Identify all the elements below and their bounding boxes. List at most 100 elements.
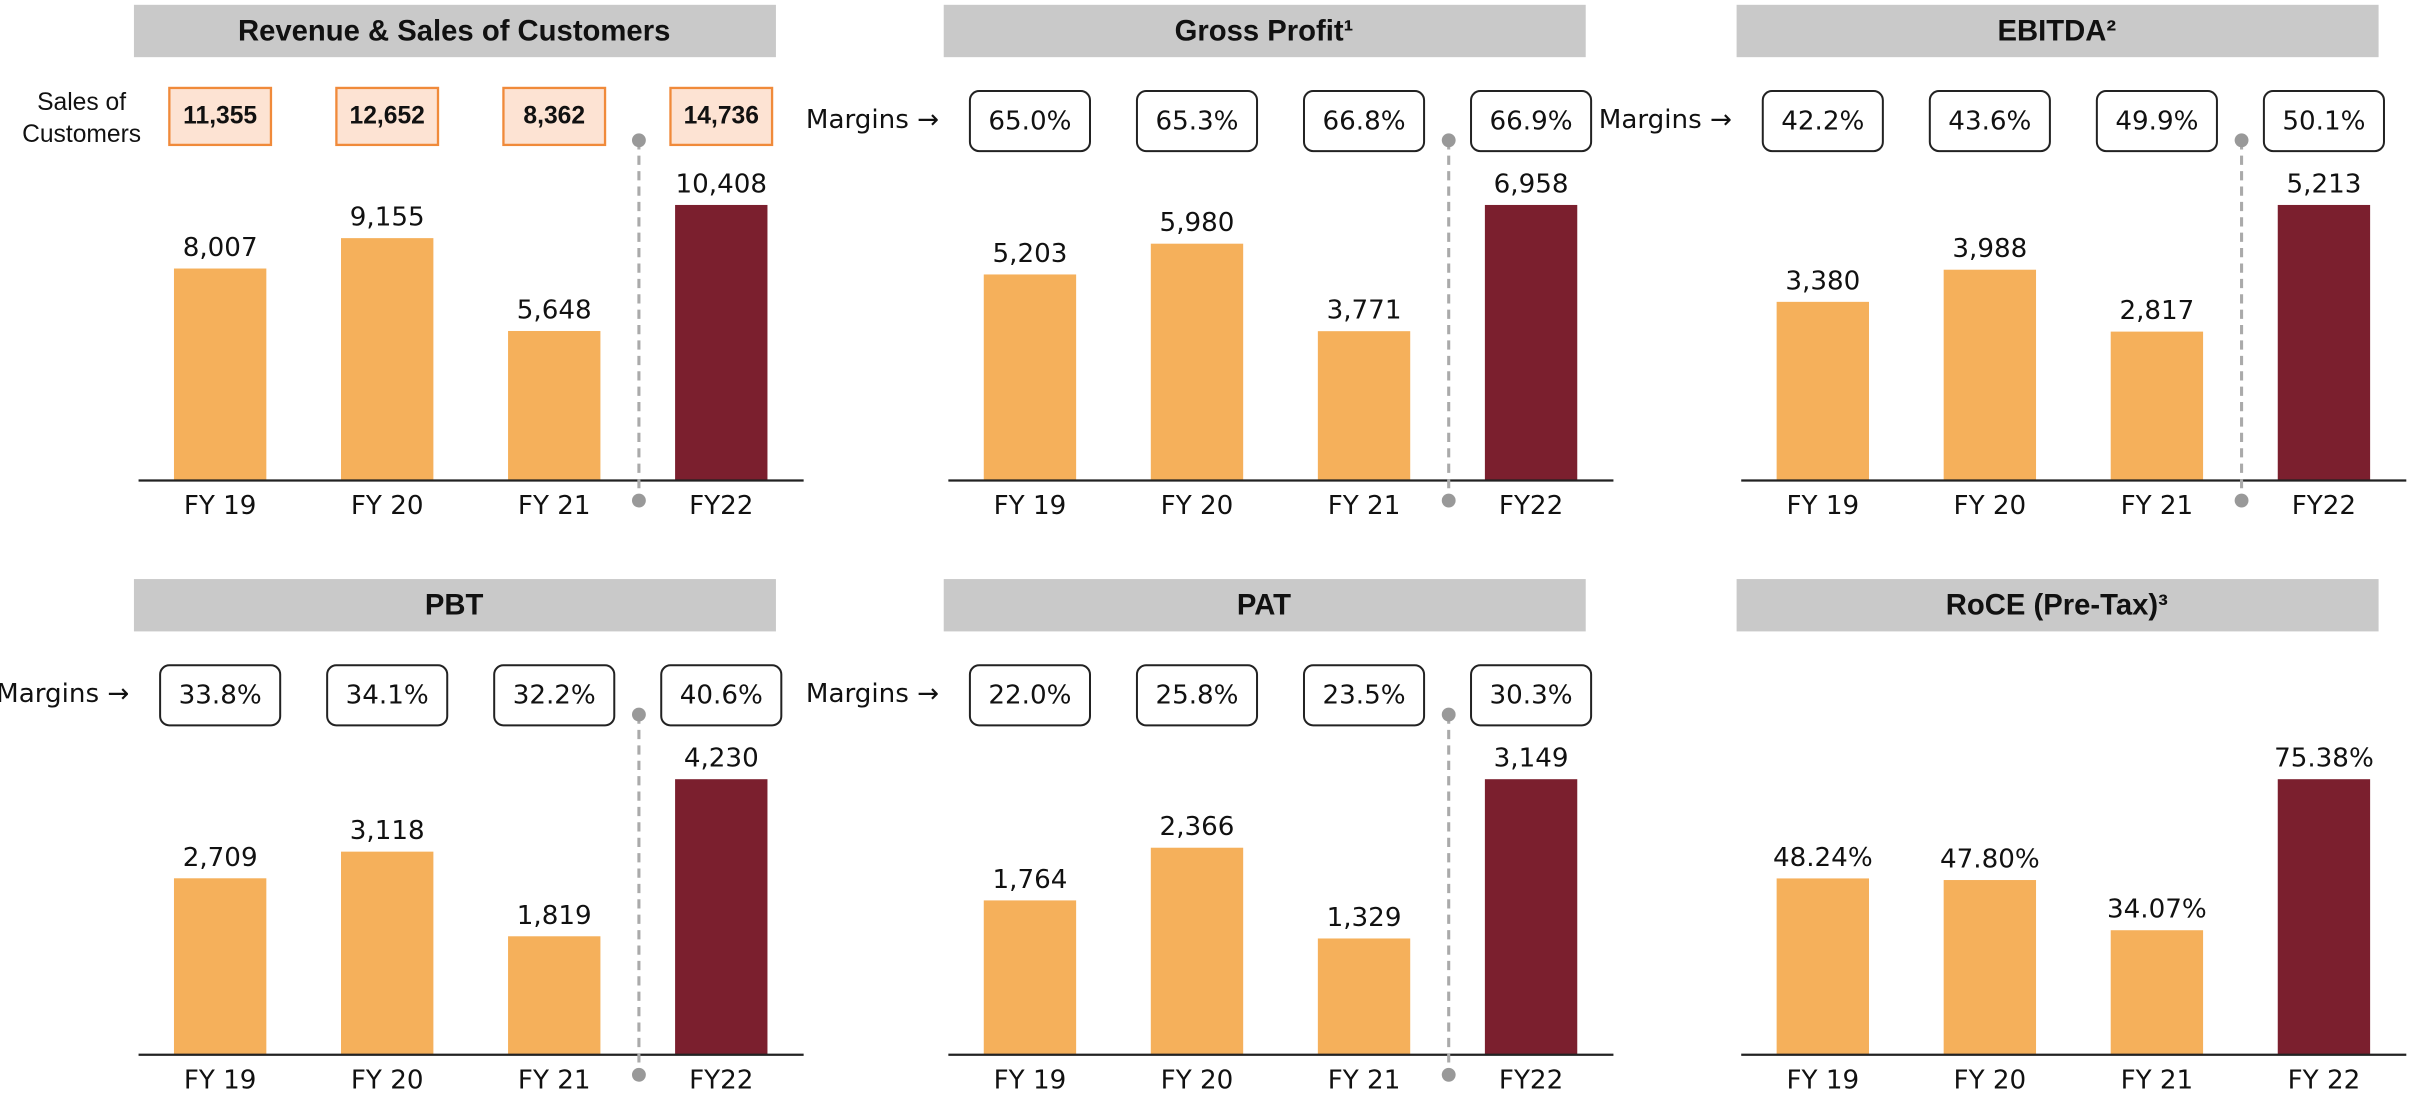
bar: [1776, 301, 1870, 481]
chart-panel: PBT 2,709 FY 19 3,118 FY 20 1,819 FY 21 4,230 FY…: [0, 579, 804, 1095]
margin-value: 42.2%: [1781, 106, 1864, 136]
divider-dot: [631, 707, 646, 722]
chart-title: PBT: [425, 590, 484, 622]
value-label: 4,230: [684, 744, 759, 774]
margin-box: [1928, 90, 2051, 153]
chart-panel: EBITDA² 3,380 FY 19 3,988 FY 20 2,817 FY 21 5,2…: [1599, 4, 2407, 521]
bar: [1484, 204, 1578, 481]
sales-label: Customers: [22, 121, 141, 148]
category-label: FY 20: [351, 491, 424, 521]
header-bg: [943, 579, 1586, 632]
bar: [508, 330, 601, 481]
category-label: FY 20: [351, 1065, 424, 1095]
value-label: 47.80%: [1940, 845, 2040, 875]
bar: [341, 238, 434, 481]
margin-box: [1135, 90, 1259, 153]
bar: [173, 878, 267, 1055]
bar: [1150, 243, 1244, 481]
value-label: 2,817: [2119, 296, 2194, 326]
value-label: 75.38%: [2274, 744, 2374, 774]
sales-box: [502, 86, 607, 147]
bar: [1317, 938, 1411, 1055]
margin-box: [1135, 664, 1259, 727]
margin-value: 66.9%: [1490, 106, 1573, 136]
category-label: FY 20: [1954, 1065, 2027, 1095]
value-label: 3,380: [1785, 266, 1860, 296]
category-label: FY22: [689, 1065, 753, 1095]
chart-title: RoCE (Pre-Tax)³: [1946, 590, 2168, 622]
bar: [1317, 331, 1411, 481]
value-label: 3,149: [1494, 744, 1569, 774]
bar: [2277, 204, 2371, 481]
chart-title: EBITDA²: [1998, 15, 2117, 47]
margin-value: 66.8%: [1322, 106, 1405, 136]
margin-box: [2262, 90, 2385, 153]
category-label: FY 19: [994, 491, 1067, 521]
divider-dot: [2234, 133, 2249, 148]
header-bg: [1736, 4, 2379, 58]
sales-value: 14,736: [684, 103, 759, 130]
header-bg: [133, 4, 776, 58]
chart-panel: Gross Profit¹ 5,203 FY 19 5,980 FY 20 3,771 FY…: [806, 4, 1614, 521]
value-label: 5,203: [993, 239, 1068, 269]
margin-box: [1761, 90, 1884, 153]
margin-box: [1302, 664, 1426, 727]
category-label: FY22: [689, 491, 753, 521]
value-label: 6,958: [1494, 169, 1569, 199]
margin-label: Margins →: [806, 105, 939, 135]
divider-dot: [1441, 1067, 1456, 1082]
margin-box: [326, 664, 449, 727]
bar: [1776, 878, 1870, 1055]
value-label: 2,709: [183, 843, 258, 873]
category-label: FY 21: [518, 1065, 591, 1095]
bar: [508, 936, 601, 1055]
margin-value: 50.1%: [2282, 106, 2365, 136]
margin-label: Margins →: [806, 679, 939, 709]
sales-box: [168, 86, 273, 147]
value-label: 3,771: [1327, 296, 1402, 326]
margin-value: 22.0%: [988, 681, 1071, 711]
margin-box: [1470, 90, 1593, 153]
sales-box: [669, 86, 774, 147]
category-label: FY 19: [1787, 491, 1860, 521]
bar: [983, 900, 1077, 1055]
chart-title: Revenue & Sales of Customers: [238, 15, 670, 47]
divider-dot: [631, 133, 646, 148]
margin-box: [968, 664, 1091, 727]
category-label: FY 20: [1954, 491, 2027, 521]
category-label: FY 20: [1161, 491, 1234, 521]
divider-dot: [1441, 707, 1456, 722]
margin-value: 30.3%: [1490, 681, 1573, 711]
margin-box: [968, 90, 1091, 153]
bar: [2110, 930, 2204, 1055]
category-label: FY 21: [1328, 491, 1401, 521]
margin-label: Margins →: [1599, 105, 1732, 135]
bar: [1943, 880, 2037, 1055]
margin-value: 25.8%: [1155, 681, 1238, 711]
divider-dot: [1441, 493, 1456, 508]
value-label: 48.24%: [1773, 843, 1873, 873]
bar: [173, 268, 267, 481]
margin-value: 40.6%: [680, 681, 763, 711]
value-label: 9,155: [350, 203, 425, 233]
chart-panel: Revenue & Sales of Customers 8,007 FY 19 9,…: [22, 4, 804, 521]
category-label: FY 20: [1161, 1065, 1234, 1095]
sales-value: 8,362: [523, 103, 585, 130]
chart-title: PAT: [1237, 590, 1291, 622]
category-label: FY 19: [184, 1065, 257, 1095]
bar: [1484, 779, 1578, 1055]
value-label: 3,988: [1952, 234, 2027, 264]
category-label: FY 22: [2288, 1065, 2361, 1095]
value-label: 5,648: [517, 295, 592, 325]
value-label: 1,764: [993, 865, 1068, 895]
bar: [675, 779, 768, 1055]
header-bg: [1736, 579, 2379, 632]
category-label: FY 19: [1787, 1065, 1860, 1095]
category-label: FY 21: [2121, 491, 2194, 521]
margin-value: 65.3%: [1155, 106, 1238, 136]
margin-value: 23.5%: [1322, 681, 1405, 711]
margin-value: 43.6%: [1948, 106, 2031, 136]
bar: [1943, 269, 2037, 481]
sales-value: 12,652: [350, 103, 425, 130]
